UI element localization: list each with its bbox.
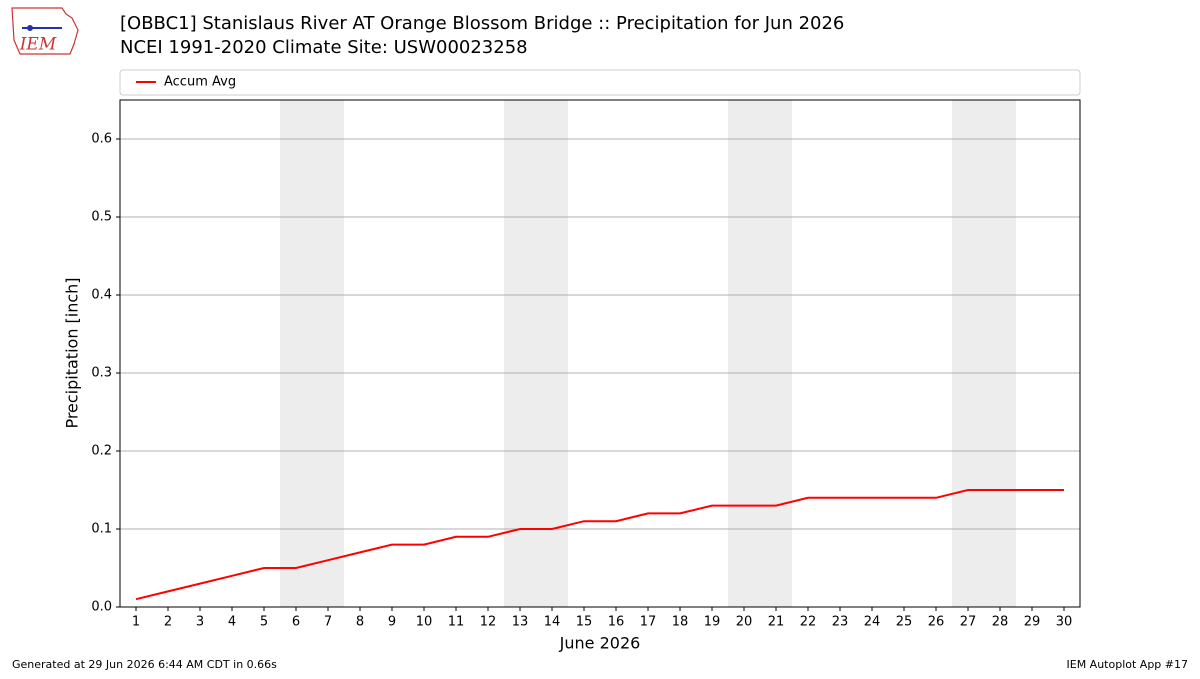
logo-text: IEM [19,35,57,55]
chart-title: [OBBC1] Stanislaus River AT Orange Bloss… [120,13,844,34]
weekend-shade [952,100,984,607]
x-tick-label: 22 [800,615,817,630]
x-tick-label: 19 [704,615,721,630]
y-tick-label: 0.6 [91,132,112,147]
y-tick-label: 0.5 [91,210,112,225]
weekend-shade [728,100,760,607]
weekend-shade [536,100,568,607]
plot-frame [119,99,1081,608]
legend-label: Accum Avg [164,75,236,90]
x-tick-label: 16 [608,615,625,630]
y-tick-label: 0.1 [91,522,112,537]
x-tick-label: 15 [576,615,593,630]
footer-right: IEM Autoplot App #17 [1067,658,1189,671]
x-tick-label: 27 [960,615,977,630]
x-tick-label: 1 [132,615,140,630]
series-line [135,489,1064,601]
logo-dot [27,25,33,31]
y-axis-label: Precipitation [inch] [63,277,82,428]
y-tick-label: 0.3 [91,366,112,381]
y-tick-label: 0.4 [91,288,112,303]
x-tick-label: 20 [736,615,753,630]
x-tick-label: 25 [896,615,913,630]
x-axis-label: June 2026 [559,634,641,653]
x-tick-label: 11 [448,615,465,630]
x-tick-label: 9 [388,615,396,630]
x-tick-label: 6 [292,615,300,630]
footer-left: Generated at 29 Jun 2026 6:44 AM CDT in … [12,658,277,671]
x-tick-label: 18 [672,615,689,630]
weekend-shade [312,100,344,607]
x-tick-label: 28 [992,615,1009,630]
x-tick-label: 29 [1024,615,1041,630]
x-tick-label: 30 [1056,615,1073,630]
weekend-shade [984,100,1016,607]
x-tick-label: 17 [640,615,657,630]
logo-outline [11,7,79,55]
x-tick-label: 10 [416,615,433,630]
y-tick-label: 0.0 [91,600,112,615]
weekend-shade [760,100,792,607]
x-tick-label: 14 [544,615,561,630]
x-tick-label: 13 [512,615,529,630]
x-tick-label: 21 [768,615,785,630]
weekend-shade [504,100,536,607]
chart-subtitle: NCEI 1991-2020 Climate Site: USW00023258 [120,37,528,58]
x-tick-label: 23 [832,615,849,630]
x-tick-label: 8 [356,615,364,630]
legend-box [119,69,1081,96]
logo: IEM [11,7,79,55]
x-tick-label: 5 [260,615,268,630]
x-tick-label: 2 [164,615,172,630]
x-tick-label: 3 [196,615,204,630]
x-tick-label: 26 [928,615,945,630]
x-tick-label: 12 [480,615,497,630]
y-tick-label: 0.2 [91,444,112,459]
x-tick-label: 7 [324,615,332,630]
x-tick-label: 24 [864,615,881,630]
x-tick-label: 4 [228,615,236,630]
weekend-shade [280,100,312,607]
